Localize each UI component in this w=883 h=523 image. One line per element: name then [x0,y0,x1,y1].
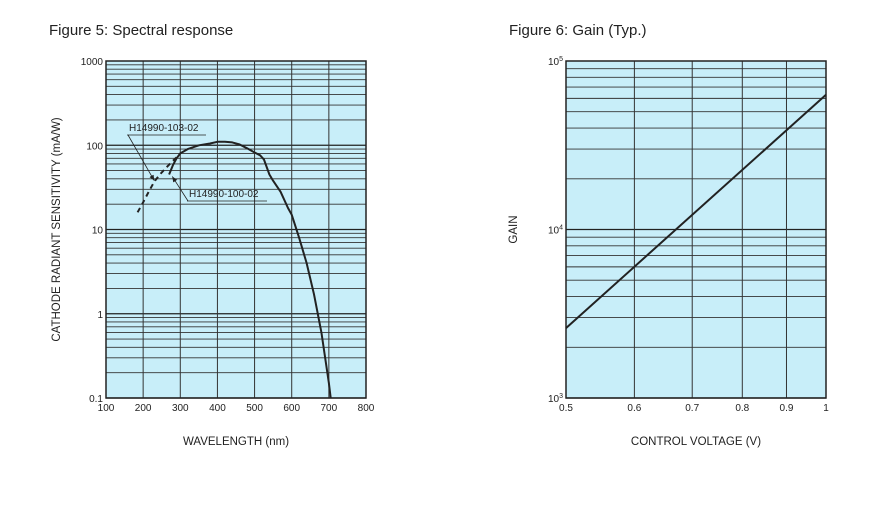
y-tick-label: 100 [86,141,103,152]
y-tick-label: 103 [548,393,563,405]
x-tick-label: 800 [358,403,375,414]
y-tick-exp: 4 [559,225,563,232]
y-tick-label: 1 [97,310,103,321]
x-axis-label: WAVELENGTH (nm) [183,436,289,448]
figure6-title: Figure 6: Gain (Typ.) [509,22,647,39]
y-tick-label: 10 [92,226,104,237]
y-axis-label: GAIN [508,215,520,243]
plot-frame [105,60,367,399]
x-tick-label: 0.6 [627,403,641,414]
x-tick-label: 1 [823,403,829,414]
y-tick-base: 10 [548,57,560,68]
annotation-label-100-02: H14990-100-02 [189,189,259,200]
y-tick-exp: 3 [559,393,563,400]
annotation-label-103-02: H14990-103-02 [129,123,199,134]
x-axis-label: CONTROL VOLTAGE (V) [631,436,761,448]
x-tick-label: 400 [209,403,226,414]
figure5-title: Figure 5: Spectral response [49,22,234,39]
series-line-h14990-100-02 [168,140,332,399]
x-tick-label: 100 [98,403,115,414]
y-tick-label: 1000 [81,57,104,68]
annotation-arrow [171,176,189,202]
x-tick-label: 0.9 [780,403,794,414]
y-axis-label: CATHODE RADIANT SENSITIVITY (mA/W) [51,117,63,341]
annotation-arrow [127,134,155,181]
x-tick-label: 0.5 [559,403,573,414]
y-tick-base: 10 [548,226,560,237]
y-tick-label: 104 [548,225,563,237]
x-tick-label: 300 [172,403,189,414]
x-tick-label: 700 [321,403,338,414]
x-tick-label: 200 [135,403,152,414]
series-line-gain [565,94,827,329]
x-tick-label: 0.8 [735,403,749,414]
plot-frame [565,60,827,399]
y-tick-exp: 5 [559,56,563,63]
x-tick-label: 0.7 [685,403,699,414]
series-line-h14990-103-02 [136,152,182,213]
y-tick-base: 10 [548,394,560,405]
y-tick-label: 105 [548,56,563,68]
y-tick-label: 0.1 [89,394,103,405]
x-tick-label: 600 [283,403,300,414]
x-tick-label: 500 [246,403,263,414]
